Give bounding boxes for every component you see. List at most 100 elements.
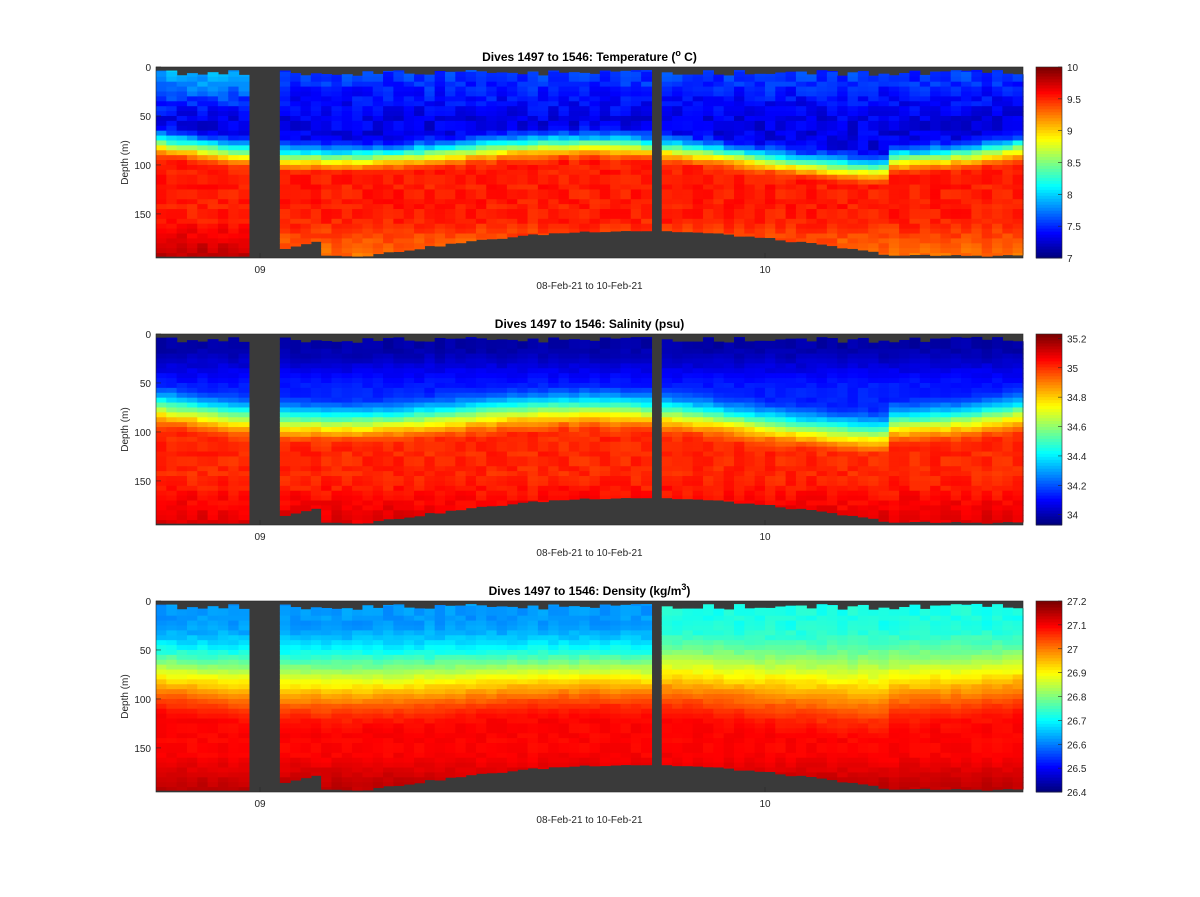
heatmap-cell — [1002, 199, 1013, 205]
heatmap-cell — [404, 111, 415, 117]
heatmap-cell — [858, 77, 869, 83]
heatmap-cell — [424, 234, 435, 240]
heatmap-cell — [362, 234, 373, 240]
heatmap-cell — [1013, 77, 1024, 83]
heatmap-cell — [930, 77, 941, 83]
heatmap-cell — [858, 204, 869, 210]
heatmap-cell — [404, 373, 415, 379]
heatmap-cell — [600, 368, 611, 374]
heatmap-cell — [187, 96, 198, 102]
heatmap-cell — [435, 199, 446, 205]
heatmap-cell — [569, 368, 580, 374]
heatmap-cell — [373, 136, 384, 142]
heatmap-cell — [445, 476, 456, 482]
heatmap-cell — [693, 214, 704, 220]
heatmap-cell — [1013, 248, 1024, 254]
heatmap-cell — [620, 180, 631, 186]
heatmap-cell — [775, 121, 786, 127]
heatmap-cell — [362, 456, 373, 462]
heatmap-cell — [187, 248, 198, 254]
heatmap-cell — [662, 170, 673, 176]
heatmap-cell — [940, 224, 951, 230]
heatmap-cell — [280, 155, 291, 161]
heatmap-cell — [486, 126, 497, 131]
heatmap-cell — [858, 229, 869, 235]
heatmap-cell — [930, 204, 941, 210]
heatmap-cell — [559, 165, 570, 171]
heatmap-cell — [166, 194, 177, 200]
heatmap-cell — [177, 106, 188, 112]
heatmap-cell — [208, 378, 219, 384]
heatmap-cell — [848, 224, 859, 230]
heatmap-cell — [734, 77, 745, 83]
heatmap-cell — [476, 189, 487, 195]
heatmap-cell — [827, 155, 838, 161]
heatmap-cell — [600, 204, 611, 210]
heatmap-cell — [228, 427, 239, 433]
heatmap-cell — [620, 214, 631, 220]
heatmap-cell — [197, 77, 208, 83]
heatmap-cell — [197, 160, 208, 166]
heatmap-cell — [682, 412, 693, 418]
heatmap-cell — [342, 106, 353, 112]
heatmap-cell — [703, 354, 714, 360]
heatmap-cell — [424, 456, 435, 462]
heatmap-cell — [466, 199, 477, 205]
heatmap-cell — [424, 204, 435, 210]
heatmap-cell — [610, 466, 621, 472]
heatmap-cell — [466, 72, 477, 78]
heatmap-cell — [517, 407, 528, 413]
heatmap-cell — [373, 442, 384, 448]
heatmap-cell — [755, 344, 766, 350]
heatmap-cell — [703, 388, 714, 394]
heatmap-cell — [208, 358, 219, 364]
heatmap-cell — [765, 140, 776, 146]
heatmap-cell — [497, 358, 508, 364]
heatmap-cell — [414, 219, 425, 225]
heatmap-cell — [383, 175, 394, 181]
heatmap-cell — [393, 116, 404, 122]
heatmap-cell — [352, 349, 363, 355]
heatmap-cell — [528, 442, 539, 448]
heatmap-cell — [228, 121, 239, 127]
heatmap-cell — [620, 170, 631, 176]
heatmap-cell — [755, 358, 766, 364]
heatmap-cell — [559, 486, 570, 492]
heatmap-cell — [744, 456, 755, 462]
heatmap-cell — [197, 253, 208, 257]
heatmap-cell — [393, 185, 404, 191]
heatmap-cell — [352, 238, 363, 244]
heatmap-cell — [528, 476, 539, 482]
heatmap-cell — [383, 354, 394, 360]
heatmap-cell — [435, 481, 446, 487]
heatmap-cell — [775, 180, 786, 186]
heatmap-cell — [693, 388, 704, 394]
heatmap-cell — [373, 481, 384, 487]
heatmap-cell — [765, 91, 776, 97]
heatmap-cell — [817, 77, 828, 83]
heatmap-cell — [590, 204, 601, 210]
heatmap-cell — [879, 199, 890, 205]
heatmap-cell — [786, 91, 797, 97]
heatmap-cell — [383, 496, 394, 502]
heatmap-cell — [713, 111, 724, 117]
heatmap-cell — [703, 442, 714, 448]
heatmap-cell — [672, 165, 683, 171]
heatmap-cell — [486, 398, 497, 404]
heatmap-cell — [239, 344, 250, 350]
heatmap-cell — [909, 224, 920, 230]
heatmap-cell — [631, 383, 642, 389]
heatmap-cell — [455, 229, 466, 235]
heatmap-cell — [208, 243, 219, 249]
heatmap-cell — [311, 354, 322, 360]
heatmap-cell — [507, 427, 518, 433]
heatmap-cell — [889, 87, 900, 93]
heatmap-cell — [641, 116, 652, 122]
heatmap-cell — [703, 131, 714, 137]
heatmap-cell — [641, 145, 652, 151]
heatmap-cell — [1002, 189, 1013, 195]
heatmap-cell — [218, 452, 229, 458]
heatmap-cell — [920, 248, 931, 254]
heatmap-cell — [166, 150, 177, 156]
heatmap-cell — [208, 91, 219, 97]
